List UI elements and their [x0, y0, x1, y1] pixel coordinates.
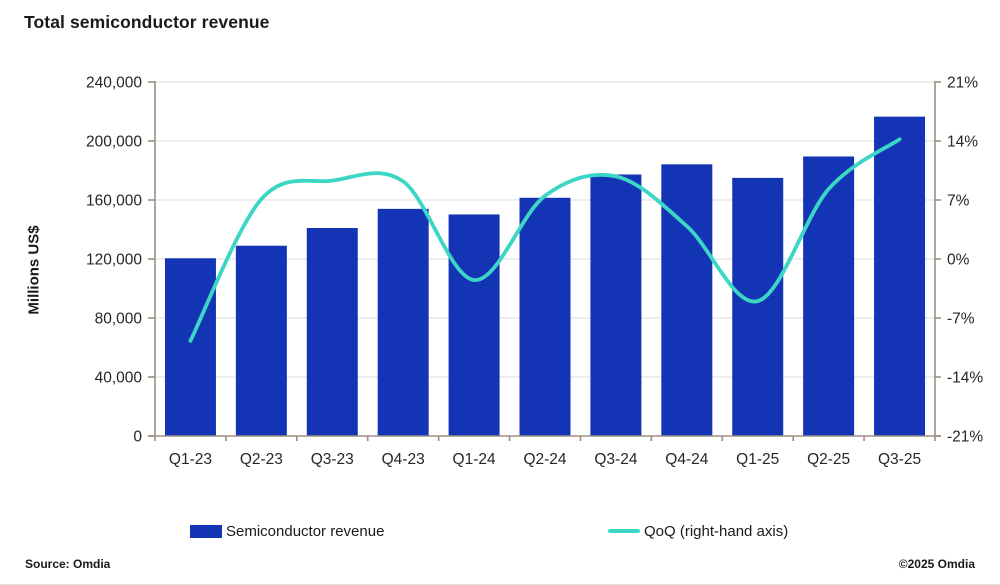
- legend-label-qoq: QoQ (right-hand axis): [644, 522, 789, 540]
- bar-Q2-25: [803, 156, 855, 437]
- x-tick-label-Q4-23: Q4-23: [382, 451, 425, 468]
- revenue-bar-swatch: [190, 524, 222, 538]
- y-tick-left-3: 120,000: [86, 252, 142, 269]
- x-tick-label-Q1-23: Q1-23: [169, 451, 212, 468]
- x-tick-label-Q3-24: Q3-24: [594, 451, 637, 468]
- qoq-line: [188, 137, 902, 343]
- x-tick-label-Q2-23: Q2-23: [240, 451, 283, 468]
- y-tick-right-1: 14%: [947, 134, 978, 151]
- x-tick-label-Q1-24: Q1-24: [453, 451, 496, 468]
- y-tick-left-4: 80,000: [95, 311, 143, 328]
- y-tick-right-6: -21%: [947, 429, 983, 446]
- y-tick-left-2: 160,000: [86, 193, 142, 210]
- legend-item-revenue: Semiconductor revenue: [190, 518, 384, 544]
- x-tick-label-Q2-24: Q2-24: [523, 451, 566, 468]
- combo-chart: 240,000 21% 200,000 14% 160,000 7% 120,000 0% 80…: [86, 75, 983, 469]
- legend-item-qoq: QoQ (right-hand axis): [608, 518, 788, 544]
- y-tick-right-2: 7%: [947, 193, 970, 210]
- bar-Q4-24: [661, 164, 713, 436]
- y-tick-left-6: 0: [133, 429, 142, 446]
- bar-Q2-24: [519, 197, 571, 436]
- y-tick-left-1: 200,000: [86, 134, 142, 151]
- bar-Q3-25: [874, 116, 926, 436]
- y-tick-right-4: -7%: [947, 311, 975, 328]
- legend: Semiconductor revenue QoQ (right-hand ax…: [0, 518, 1000, 544]
- x-tick-label-Q3-25: Q3-25: [878, 451, 921, 468]
- x-tick-label-Q3-23: Q3-23: [311, 451, 354, 468]
- bar-Q3-24: [590, 174, 642, 437]
- bar-Q1-23: [164, 258, 216, 436]
- y-tick-right-5: -14%: [947, 370, 983, 387]
- x-tick-label-Q2-25: Q2-25: [807, 451, 850, 468]
- x-tick-label-Q4-24: Q4-24: [665, 451, 708, 468]
- source-note: Source: Omdia: [25, 557, 111, 571]
- legend-label-revenue: Semiconductor revenue: [226, 522, 385, 540]
- bar-Q1-25: [732, 177, 784, 436]
- bar-Q2-23: [235, 245, 287, 436]
- bar-Q1-24: [448, 214, 500, 436]
- chart-title: Total semiconductor revenue: [24, 12, 270, 32]
- y-tick-right-0: 21%: [947, 75, 978, 92]
- y-tick-left-0: 240,000: [86, 75, 142, 92]
- copyright-note: ©2025 Omdia: [898, 557, 975, 571]
- bar-Q4-23: [377, 208, 429, 436]
- qoq-line-swatch: [608, 529, 640, 533]
- y-tick-right-3: 0%: [947, 252, 970, 269]
- x-tick-label-Q1-25: Q1-25: [736, 451, 779, 468]
- y-tick-left-5: 40,000: [95, 370, 143, 387]
- bar-Q3-23: [306, 228, 358, 436]
